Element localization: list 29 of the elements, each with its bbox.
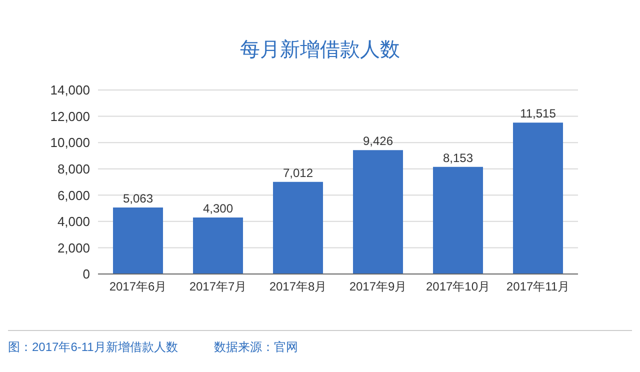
x-tick-label: 2017年8月 [269,280,327,294]
data-label: 7,012 [282,166,314,180]
y-tick-label: 12,000 [50,108,90,124]
bar [513,122,563,274]
data-label: 11,515 [520,106,556,121]
data-label: 4,300 [202,201,234,216]
x-tick-label: 2017年9月 [349,280,407,294]
data-label: 8,153 [442,150,474,165]
y-tick-label: 14,000 [50,82,90,98]
source-note: 数据来源：官网 [214,339,298,356]
data-label: 5,063 [122,191,154,206]
bar [113,207,163,274]
bar [193,217,243,274]
y-tick-label: 4,000 [57,214,90,230]
x-tick-label: 2017年6月 [109,280,167,294]
x-tick-label: 2017年7月 [189,280,247,294]
bar [273,182,323,274]
y-tick-label: 8,000 [57,161,90,176]
text: 图：2017年6-11月新增借款人数 [8,339,178,356]
y-tick-label: 6,000 [57,188,90,203]
x-tick-label: 2017年10月 [426,280,490,294]
bar [433,166,483,274]
chart-title: 每月新增借款人数 [239,38,401,63]
y-tick-label: 2,000 [57,240,90,256]
bar [353,150,403,274]
y-tick-label: 0 [82,266,90,282]
x-tick-label: 2017年11月 [506,280,570,294]
y-tick-label: 10,000 [50,135,90,150]
data-label: 9,426 [362,134,394,148]
